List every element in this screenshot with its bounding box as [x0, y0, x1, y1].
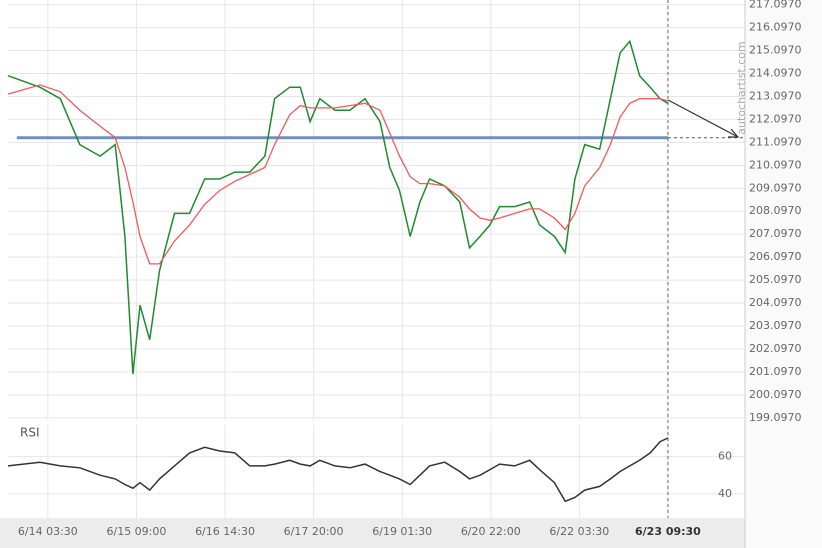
x-tick-label: 6/19 01:30: [372, 525, 432, 538]
y-tick-label: 60: [718, 450, 732, 463]
forecast-arrow: [667, 99, 739, 138]
y-tick-label: 200.0970: [749, 388, 802, 401]
x-axis-background: [0, 518, 745, 548]
x-tick-label: 6/14 03:30: [18, 525, 78, 538]
y-tick-label: 212.0970: [749, 112, 802, 125]
y-tick-label: 206.0970: [749, 250, 802, 263]
plot: 199.0970 200.0970 201.0970 202.0970 203.0970…: [7, 0, 802, 538]
x-tick-label: 6/22 03:30: [549, 525, 609, 538]
y-tick-label: 209.0970: [749, 181, 802, 194]
x-tick-label: 6/15 09:00: [106, 525, 166, 538]
series-line: [7, 84, 669, 265]
series-line: [7, 39, 669, 375]
watermark: autochartist.com: [735, 41, 748, 134]
x-tick-label: 6/20 22:00: [461, 525, 521, 538]
y-tick-label: 208.0970: [749, 204, 802, 217]
series-line: [7, 437, 669, 503]
y-tick-label: 202.0970: [749, 342, 802, 355]
x-tick-label: 6/17 20:00: [284, 525, 344, 538]
y-tick-label: 207.0970: [749, 227, 802, 240]
y-tick-label: 215.0970: [749, 44, 802, 57]
axis-background: [745, 0, 822, 548]
y-tick-label: 201.0970: [749, 365, 802, 378]
arrow-head: [728, 128, 740, 138]
y-tick-label: 40: [718, 487, 732, 500]
x-tick-label: 6/23 09:30: [635, 525, 701, 538]
y-tick-label: 199.0970: [749, 411, 802, 424]
y-tick-label: 214.0970: [749, 67, 802, 80]
y-tick-label: 203.0970: [749, 319, 802, 332]
y-tick-label: 213.0970: [749, 89, 802, 102]
y-tick-label: 204.0970: [749, 296, 802, 309]
x-tick-label: 6/16 14:30: [195, 525, 255, 538]
y-tick-label: 216.0970: [749, 21, 802, 34]
y-tick-label: 205.0970: [749, 273, 802, 286]
y-tick-label: 210.0970: [749, 158, 802, 171]
y-tick-label: 217.0970: [749, 0, 802, 11]
rsi-label: RSI: [20, 426, 40, 440]
y-tick-label: 211.0970: [749, 135, 802, 148]
